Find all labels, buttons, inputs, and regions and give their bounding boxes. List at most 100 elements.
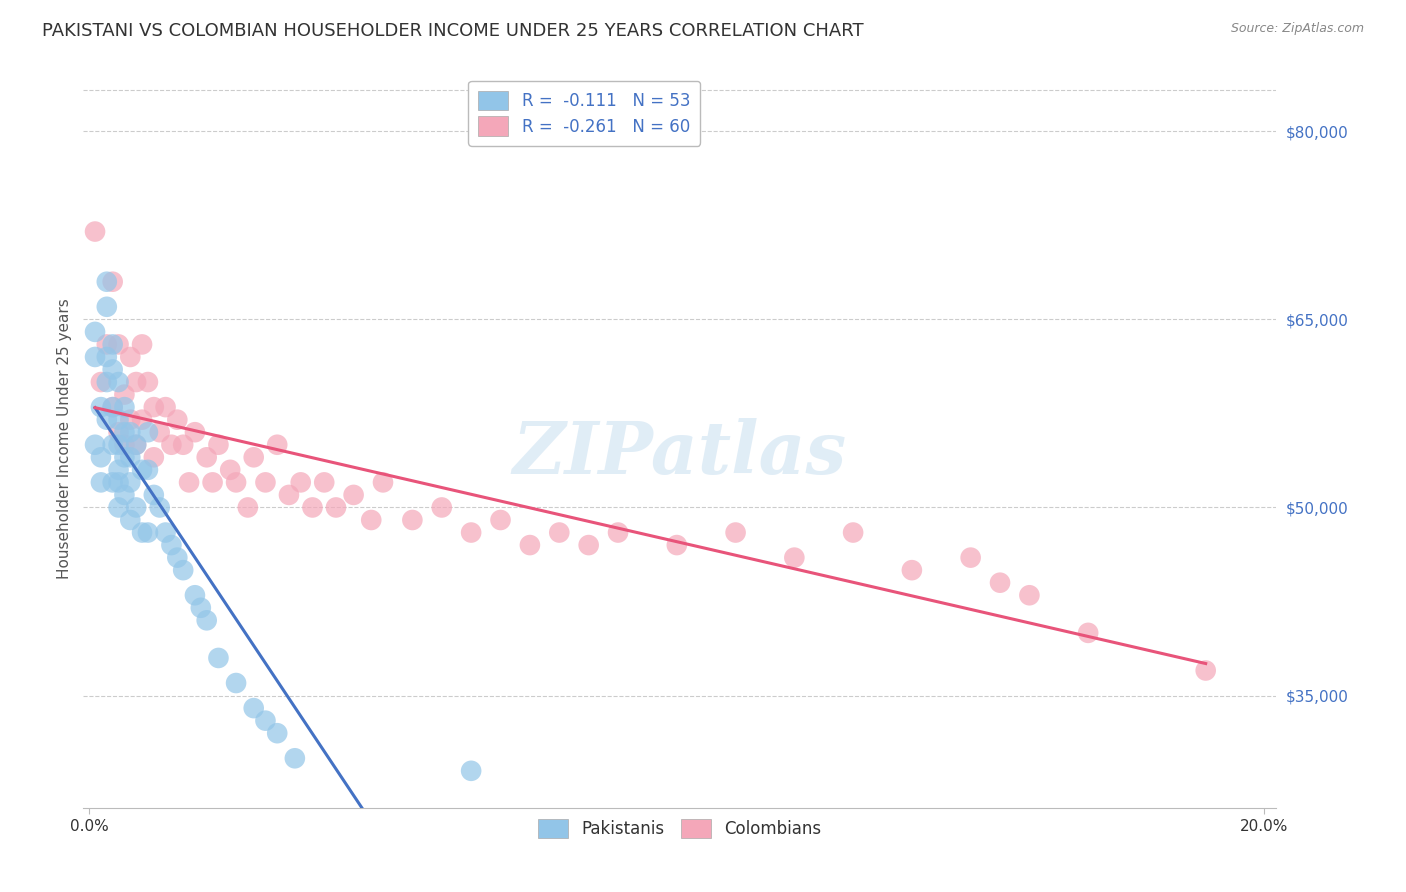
Point <box>120 475 142 490</box>
Point <box>360 513 382 527</box>
Point <box>266 726 288 740</box>
Point <box>136 525 159 540</box>
Point <box>90 400 112 414</box>
Point <box>172 563 194 577</box>
Point <box>314 475 336 490</box>
Point <box>142 450 165 465</box>
Point <box>959 550 981 565</box>
Point <box>112 450 135 465</box>
Point <box>207 651 229 665</box>
Point <box>155 525 177 540</box>
Point <box>1018 588 1040 602</box>
Point <box>136 463 159 477</box>
Point <box>107 463 129 477</box>
Point <box>219 463 242 477</box>
Point <box>842 525 865 540</box>
Point <box>112 387 135 401</box>
Point <box>136 425 159 440</box>
Point <box>236 500 259 515</box>
Text: Source: ZipAtlas.com: Source: ZipAtlas.com <box>1230 22 1364 36</box>
Point <box>184 425 207 440</box>
Point <box>131 463 153 477</box>
Text: PAKISTANI VS COLOMBIAN HOUSEHOLDER INCOME UNDER 25 YEARS CORRELATION CHART: PAKISTANI VS COLOMBIAN HOUSEHOLDER INCOM… <box>42 22 863 40</box>
Point <box>284 751 307 765</box>
Point <box>84 438 107 452</box>
Point <box>242 450 264 465</box>
Point <box>107 438 129 452</box>
Point <box>172 438 194 452</box>
Legend: Pakistanis, Colombians: Pakistanis, Colombians <box>531 812 828 845</box>
Point <box>131 412 153 426</box>
Point <box>120 412 142 426</box>
Point <box>665 538 688 552</box>
Point <box>84 350 107 364</box>
Point <box>96 275 118 289</box>
Point <box>107 475 129 490</box>
Point <box>96 412 118 426</box>
Point <box>225 676 247 690</box>
Point <box>101 438 124 452</box>
Point <box>401 513 423 527</box>
Point <box>107 375 129 389</box>
Point <box>112 488 135 502</box>
Point <box>325 500 347 515</box>
Point <box>184 588 207 602</box>
Point <box>242 701 264 715</box>
Point <box>1077 625 1099 640</box>
Point <box>101 337 124 351</box>
Point <box>125 500 148 515</box>
Point <box>160 438 183 452</box>
Point <box>901 563 924 577</box>
Point <box>90 475 112 490</box>
Point <box>101 362 124 376</box>
Point <box>120 350 142 364</box>
Point <box>84 225 107 239</box>
Point <box>607 525 630 540</box>
Point <box>166 412 188 426</box>
Point <box>201 475 224 490</box>
Point <box>290 475 312 490</box>
Point <box>207 438 229 452</box>
Point <box>160 538 183 552</box>
Point <box>166 550 188 565</box>
Point <box>120 425 142 440</box>
Point <box>101 400 124 414</box>
Point <box>430 500 453 515</box>
Point <box>578 538 600 552</box>
Point <box>519 538 541 552</box>
Point <box>136 375 159 389</box>
Point <box>107 425 129 440</box>
Point <box>96 337 118 351</box>
Point <box>107 412 129 426</box>
Point <box>101 475 124 490</box>
Point <box>155 400 177 414</box>
Point <box>371 475 394 490</box>
Point <box>131 525 153 540</box>
Point <box>301 500 323 515</box>
Point <box>112 438 135 452</box>
Point <box>460 764 482 778</box>
Point <box>101 275 124 289</box>
Point <box>120 450 142 465</box>
Point <box>254 475 277 490</box>
Point <box>988 575 1011 590</box>
Point <box>489 513 512 527</box>
Point <box>107 500 129 515</box>
Point <box>548 525 571 540</box>
Point <box>142 400 165 414</box>
Point <box>84 325 107 339</box>
Point <box>190 600 212 615</box>
Point <box>125 438 148 452</box>
Point <box>278 488 301 502</box>
Point <box>1195 664 1218 678</box>
Point <box>142 488 165 502</box>
Point <box>96 300 118 314</box>
Point <box>125 438 148 452</box>
Point <box>783 550 806 565</box>
Point <box>120 513 142 527</box>
Point <box>149 425 172 440</box>
Point <box>343 488 366 502</box>
Point <box>225 475 247 490</box>
Point <box>90 375 112 389</box>
Point <box>195 613 218 627</box>
